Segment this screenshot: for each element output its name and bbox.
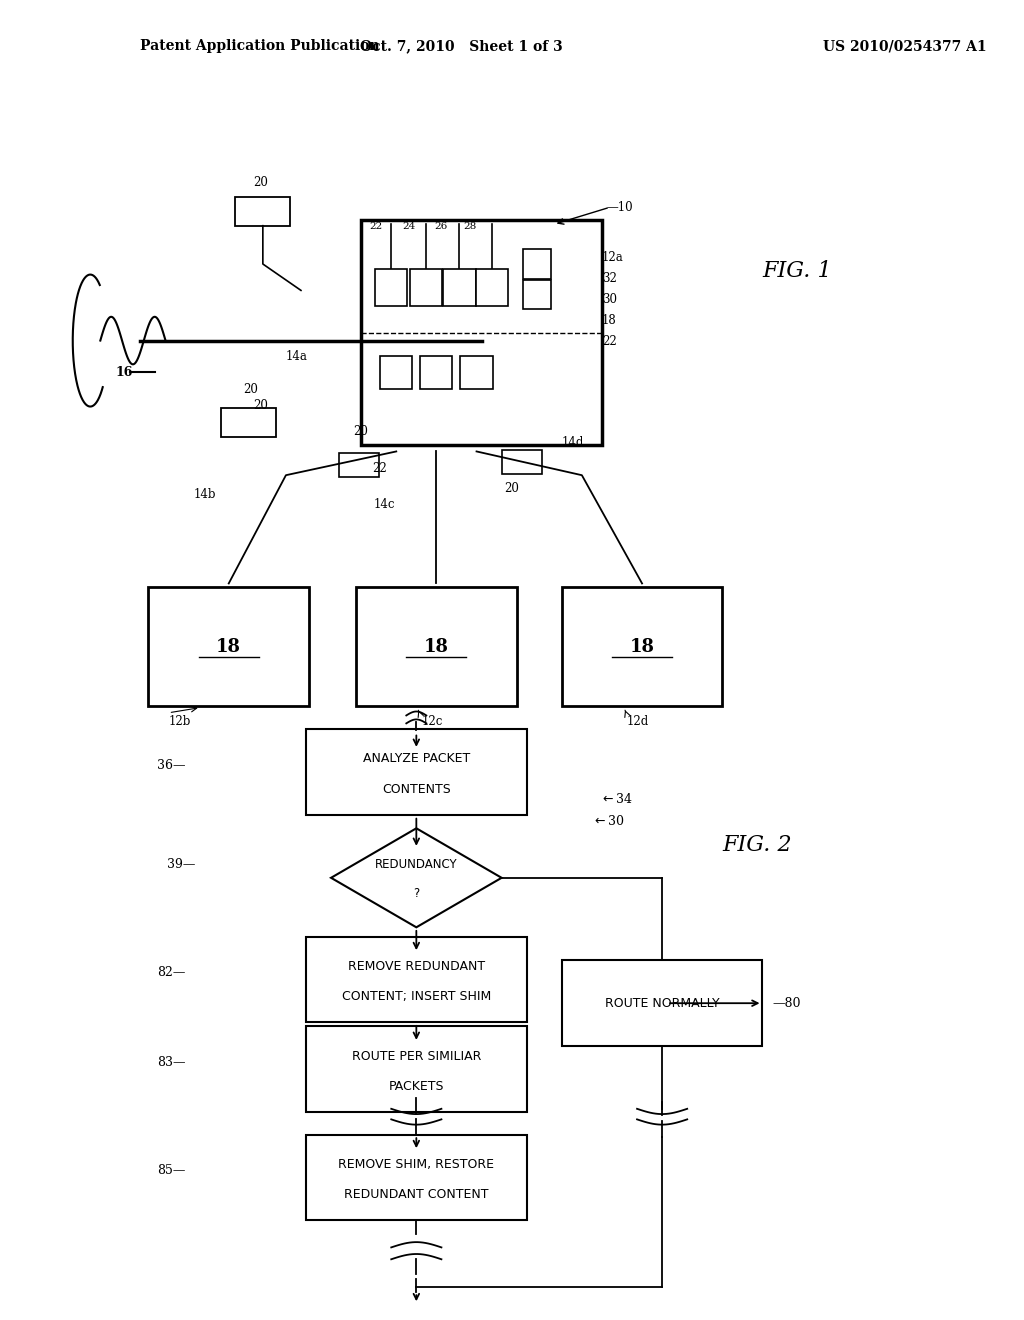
FancyBboxPatch shape	[375, 269, 408, 306]
Text: REMOVE SHIM, RESTORE: REMOVE SHIM, RESTORE	[338, 1158, 495, 1171]
Text: 22: 22	[602, 335, 616, 348]
FancyBboxPatch shape	[502, 450, 542, 474]
Text: CONTENT; INSERT SHIM: CONTENT; INSERT SHIM	[342, 990, 490, 1003]
Text: 18: 18	[630, 638, 654, 656]
Text: FIG. 1: FIG. 1	[763, 260, 833, 281]
FancyBboxPatch shape	[306, 1027, 526, 1111]
Text: 39—: 39—	[167, 858, 196, 871]
FancyBboxPatch shape	[522, 249, 551, 279]
Text: 20: 20	[244, 383, 258, 396]
Text: 18: 18	[602, 314, 616, 327]
Text: 18: 18	[424, 638, 449, 656]
Text: 12d: 12d	[627, 715, 649, 729]
Text: US 2010/0254377 A1: US 2010/0254377 A1	[822, 40, 986, 53]
FancyBboxPatch shape	[522, 280, 551, 309]
FancyBboxPatch shape	[420, 355, 453, 388]
FancyBboxPatch shape	[562, 587, 722, 706]
Text: 24: 24	[402, 222, 416, 231]
Text: —80: —80	[772, 997, 801, 1010]
FancyBboxPatch shape	[306, 937, 526, 1022]
Text: 30: 30	[602, 293, 616, 306]
Text: $\leftarrow$30: $\leftarrow$30	[592, 814, 625, 828]
FancyBboxPatch shape	[443, 269, 475, 306]
Text: 22: 22	[370, 222, 383, 231]
Text: 83—: 83—	[157, 1056, 185, 1069]
Text: 85—: 85—	[158, 1164, 185, 1177]
FancyBboxPatch shape	[306, 1134, 526, 1220]
Text: Patent Application Publication: Patent Application Publication	[140, 40, 380, 53]
Text: 16: 16	[116, 366, 133, 379]
Text: 20: 20	[253, 176, 268, 189]
FancyBboxPatch shape	[411, 269, 442, 306]
Text: 12a: 12a	[602, 251, 624, 264]
Text: ROUTE PER SIMILIAR: ROUTE PER SIMILIAR	[351, 1049, 481, 1063]
Text: ?: ?	[414, 887, 420, 900]
Text: 18: 18	[216, 638, 242, 656]
Text: 82—: 82—	[158, 966, 185, 979]
Text: 20: 20	[253, 399, 267, 412]
Text: 36—: 36—	[157, 759, 185, 772]
FancyBboxPatch shape	[221, 408, 276, 437]
Text: 28: 28	[463, 222, 476, 231]
FancyBboxPatch shape	[236, 197, 291, 226]
Text: ANALYZE PACKET: ANALYZE PACKET	[362, 752, 470, 766]
Text: REMOVE REDUNDANT: REMOVE REDUNDANT	[348, 960, 485, 973]
FancyBboxPatch shape	[306, 729, 526, 816]
FancyBboxPatch shape	[461, 355, 493, 388]
FancyBboxPatch shape	[361, 220, 602, 445]
Text: 20: 20	[353, 425, 368, 438]
Text: REDUNDANCY: REDUNDANCY	[375, 858, 458, 871]
Text: 26: 26	[435, 222, 449, 231]
Text: 12b: 12b	[169, 715, 190, 729]
FancyBboxPatch shape	[339, 453, 379, 477]
FancyBboxPatch shape	[475, 269, 508, 306]
FancyBboxPatch shape	[562, 961, 763, 1045]
Text: PACKETS: PACKETS	[388, 1080, 444, 1093]
Text: FIG. 2: FIG. 2	[722, 834, 792, 855]
Text: 14a: 14a	[286, 350, 308, 363]
Text: REDUNDANT CONTENT: REDUNDANT CONTENT	[344, 1188, 488, 1201]
Text: 14d: 14d	[562, 436, 584, 449]
Text: 14c: 14c	[373, 498, 394, 511]
Text: CONTENTS: CONTENTS	[382, 783, 451, 796]
Text: 14b: 14b	[194, 488, 216, 502]
Text: —10: —10	[607, 201, 634, 214]
Text: $\leftarrow$34: $\leftarrow$34	[600, 792, 633, 805]
FancyBboxPatch shape	[380, 355, 413, 388]
Text: ROUTE NORMALLY: ROUTE NORMALLY	[605, 997, 720, 1010]
Text: 12c: 12c	[421, 715, 442, 729]
FancyBboxPatch shape	[356, 587, 517, 706]
Text: 32: 32	[602, 272, 616, 285]
Text: 20: 20	[504, 482, 519, 495]
FancyBboxPatch shape	[148, 587, 309, 706]
Text: 22: 22	[372, 462, 387, 475]
Text: Oct. 7, 2010   Sheet 1 of 3: Oct. 7, 2010 Sheet 1 of 3	[360, 40, 563, 53]
